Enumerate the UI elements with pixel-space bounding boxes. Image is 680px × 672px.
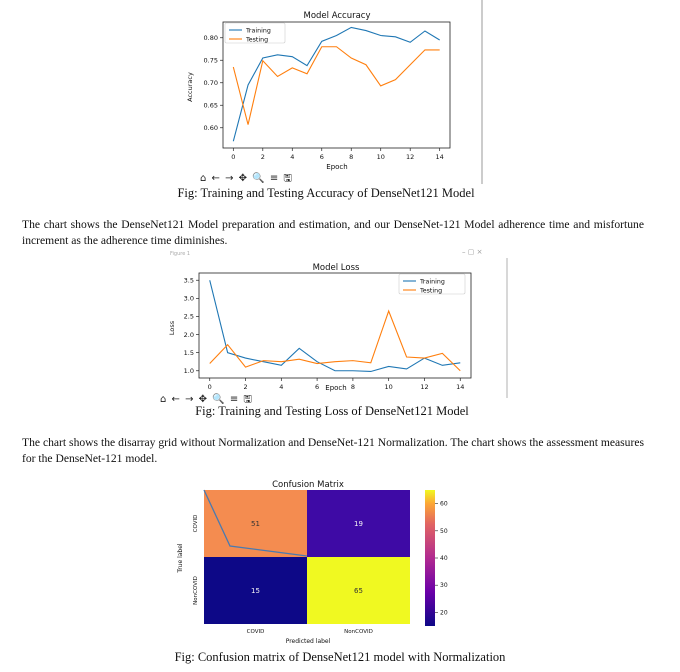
series-line-training — [209, 280, 461, 373]
y-tick-label: 1.0 — [184, 367, 194, 375]
x-tick-label: 14 — [456, 383, 464, 391]
x-tick-label: 10 — [377, 153, 385, 161]
x-tick-label: 0 — [231, 153, 235, 161]
loss-ylabel: Loss — [168, 320, 176, 335]
heatmap-cell — [307, 557, 410, 624]
x-tick-label: 8 — [349, 153, 353, 161]
heatmap-cell — [307, 490, 410, 557]
x-tick-label: NonCOVID — [344, 629, 373, 635]
x-tick-label: 10 — [385, 383, 393, 391]
legend-label-testing: Testing — [419, 287, 442, 294]
y-tick-label: COVID — [193, 515, 199, 533]
colorbar-tick-label: 20 — [440, 609, 448, 616]
loss-plot: 0 2 4 6 8 10 12 14 1.0 1.5 2.0 2.5 3.0 3.5 Training Tes… — [184, 272, 472, 391]
loss-title: Model Loss — [313, 263, 360, 273]
colorbar-tick-label: 30 — [440, 582, 448, 589]
colorbar-tick-label: 50 — [440, 528, 448, 535]
y-tick-label: 0.60 — [204, 124, 218, 132]
y-tick-label: 2.0 — [184, 331, 194, 339]
paragraph-1: The chart shows the DenseNet121 Model pr… — [22, 218, 644, 247]
cell-value: 51 — [251, 520, 260, 528]
x-tick-label: COVID — [247, 629, 265, 635]
colorbar-tick-label: 60 — [440, 501, 448, 508]
series-line-testing — [232, 46, 440, 125]
colorbar — [425, 490, 435, 626]
confusion-plot: 51 19 15 65 COVID NonCOVID COVID NonCOVID 20 30 40… — [193, 489, 448, 635]
accuracy-title: Model Accuracy — [303, 11, 370, 21]
heatmap-cell — [204, 557, 307, 624]
window-controls[interactable]: – ▢ × — [462, 248, 483, 256]
confusion-matrix-figure: Confusion Matrix 51 19 15 65 COVID NonCOVID CO… — [177, 480, 448, 645]
loss-toolbar[interactable]: ⌂ ← → ✥ 🔍 ≡ 🖫 — [160, 394, 253, 405]
x-tick-label: 8 — [351, 383, 355, 391]
cell-value: 19 — [354, 520, 363, 528]
accuracy-toolbar[interactable]: ⌂ ← → ✥ 🔍 ≡ 🖫 — [200, 173, 293, 184]
y-tick-label: 1.5 — [184, 349, 194, 357]
y-tick-label: NonCOVID — [193, 576, 199, 605]
x-tick-label: 12 — [420, 383, 428, 391]
legend-box — [224, 22, 286, 44]
y-tick-label: 0.65 — [204, 101, 218, 109]
loss-caption: Fig: Training and Testing Loss of DenseN… — [195, 404, 469, 418]
cell-value: 15 — [251, 587, 260, 595]
x-tick-label: 6 — [320, 153, 324, 161]
legend-label-testing: Testing — [245, 36, 268, 43]
loss-figure: Model Loss 0 2 4 6 8 10 12 14 1.0 1.5 2.0 2.5 3.0 3.5… — [168, 258, 508, 398]
cell-value: 65 — [354, 587, 363, 595]
accuracy-figure: Model Accuracy 0 2 4 6 8 10 12 14 0.60 0.65 0.70 0.… — [186, 0, 483, 184]
y-tick-label: 3.5 — [184, 276, 194, 284]
accuracy-caption: Fig: Training and Testing Accuracy of De… — [177, 186, 475, 200]
x-tick-label: 4 — [290, 153, 294, 161]
y-tick-label: 0.80 — [204, 34, 218, 42]
plot-frame — [198, 272, 472, 379]
heatmap-cell — [204, 490, 307, 557]
series-line-testing — [209, 309, 461, 372]
x-tick-label: 2 — [243, 383, 247, 391]
x-tick-label: 12 — [406, 153, 414, 161]
series-line-training — [232, 26, 440, 142]
y-tick-label: 3.0 — [184, 295, 194, 303]
legend-label-training: Training — [419, 278, 445, 285]
confusion-xlabel: Predicted label — [286, 638, 331, 645]
y-tick-label: 0.70 — [204, 79, 218, 87]
paragraph-2: The chart shows the disarray grid withou… — [22, 436, 644, 465]
confusion-title: Confusion Matrix — [272, 480, 344, 490]
plot-frame — [222, 21, 451, 149]
x-tick-label: 2 — [261, 153, 265, 161]
accuracy-ylabel: Accuracy — [186, 72, 194, 102]
y-tick-label: 2.5 — [184, 313, 194, 321]
x-tick-label: 6 — [315, 383, 319, 391]
x-tick-label: 0 — [208, 383, 212, 391]
confusion-ylabel: True label — [177, 543, 184, 573]
colorbar-tick-label: 40 — [440, 555, 448, 562]
legend-box — [398, 273, 466, 295]
loss-window-hint: Figure 1 — [170, 251, 191, 257]
y-tick-label: 0.75 — [204, 56, 218, 64]
accuracy-xlabel: Epoch — [326, 163, 347, 171]
loss-xlabel: Epoch — [325, 384, 346, 392]
overlay-line — [203, 489, 308, 557]
x-tick-label: 4 — [279, 383, 283, 391]
confusion-caption: Fig: Confusion matrix of DenseNet121 mod… — [174, 650, 506, 664]
accuracy-plot: 0 2 4 6 8 10 12 14 0.60 0.65 0.70 0.75 0.80 Training T… — [204, 21, 451, 161]
x-tick-label: 14 — [436, 153, 444, 161]
legend-label-training: Training — [245, 27, 271, 34]
